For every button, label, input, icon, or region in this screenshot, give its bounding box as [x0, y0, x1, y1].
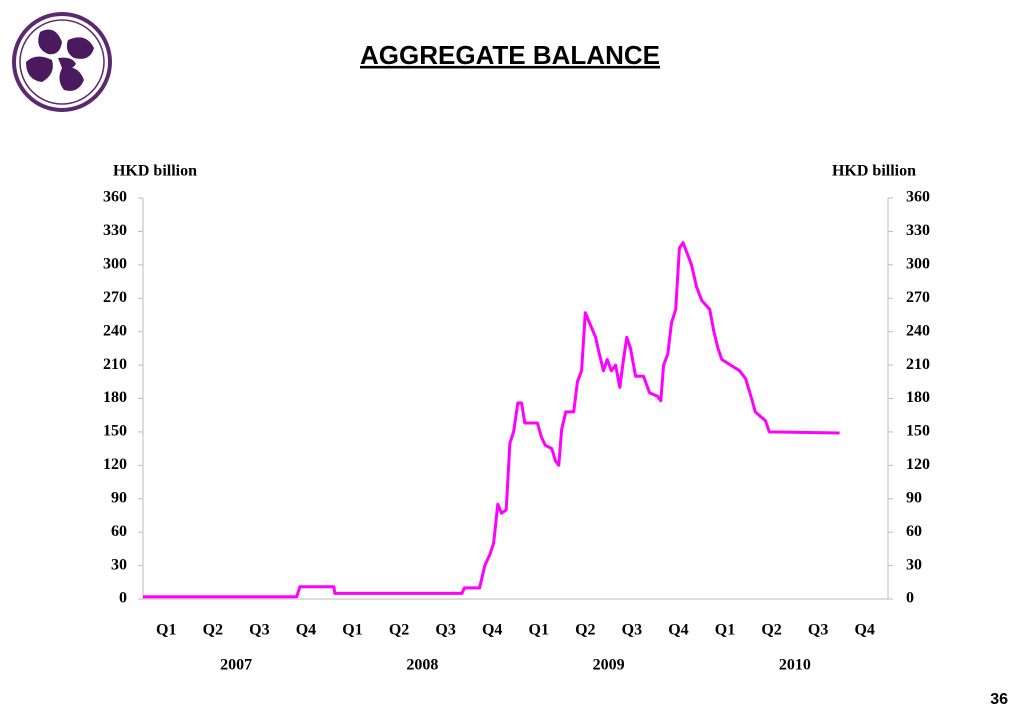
y2-tick-label: 270	[906, 289, 930, 306]
x-tick-label: Q1	[342, 622, 362, 639]
y-tick-label: 240	[103, 322, 127, 339]
x-group-label: 2009	[593, 657, 625, 674]
y-tick-label: 300	[103, 256, 127, 273]
x-group-label: 2007	[220, 657, 252, 674]
y2-tick-label: 90	[906, 489, 922, 506]
logo	[12, 12, 112, 112]
y-tick-label: 30	[111, 556, 127, 573]
y-tick-label: 0	[119, 590, 127, 607]
x-tick-label: Q3	[435, 622, 455, 639]
x-tick-label: Q1	[156, 622, 176, 639]
y-tick-label: 270	[103, 289, 127, 306]
y-tick-label: 180	[103, 389, 127, 406]
y2-tick-label: 150	[906, 423, 930, 440]
y2-tick-label: 0	[906, 590, 914, 607]
y2-tick-label: 30	[906, 556, 922, 573]
data-line	[143, 241, 840, 599]
x-tick-label: Q2	[761, 622, 781, 639]
y2-tick-label: 180	[906, 389, 930, 406]
x-tick-label: Q3	[808, 622, 828, 639]
page-number: 36	[990, 691, 1008, 708]
x-tick-label: Q4	[854, 622, 874, 639]
y-tick-label: 330	[103, 222, 127, 239]
y2-tick-label: 60	[906, 523, 922, 540]
x-tick-label: Q1	[715, 622, 735, 639]
x-tick-label: Q2	[389, 622, 409, 639]
y-axis-label: HKD billion	[113, 163, 197, 180]
y2-tick-label: 360	[906, 189, 930, 206]
y2-axis-label: HKD billion	[832, 163, 916, 180]
y-tick-label: 210	[103, 356, 127, 373]
y-tick-label: 150	[103, 423, 127, 440]
y2-tick-label: 330	[906, 222, 930, 239]
y-tick-label: 360	[103, 189, 127, 206]
x-tick-label: Q3	[249, 622, 269, 639]
y2-tick-label: 300	[906, 256, 930, 273]
chart-title: AGGREGATE BALANCE	[360, 40, 660, 70]
x-tick-label: Q3	[622, 622, 642, 639]
y2-tick-label: 120	[906, 456, 930, 473]
x-tick-label: Q1	[529, 622, 549, 639]
y2-tick-label: 240	[906, 322, 930, 339]
x-group-label: 2008	[406, 657, 438, 674]
y2-tick-label: 210	[906, 356, 930, 373]
x-tick-label: Q2	[575, 622, 595, 639]
y-tick-label: 120	[103, 456, 127, 473]
x-tick-label: Q4	[482, 622, 502, 639]
x-group-label: 2010	[779, 657, 811, 674]
y-tick-label: 60	[111, 523, 127, 540]
x-tick-label: Q4	[296, 622, 316, 639]
y-tick-label: 90	[111, 489, 127, 506]
x-tick-label: Q2	[203, 622, 223, 639]
x-tick-label: Q4	[668, 622, 688, 639]
